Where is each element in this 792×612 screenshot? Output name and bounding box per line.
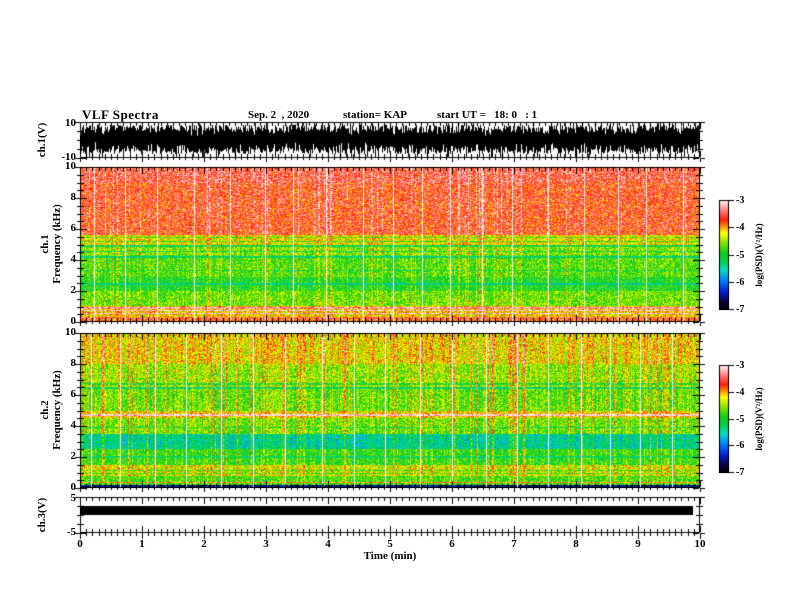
colorbar-1-label: log(PSD)(V²/Hz) — [754, 223, 764, 287]
x-tick-label: 6 — [449, 538, 455, 550]
x-tick-label: 9 — [635, 538, 641, 550]
y-tick-label: 2 — [70, 284, 77, 296]
y-tick-label: 10 — [65, 160, 76, 172]
colorbar-tick-label: -3 — [736, 195, 745, 206]
station-label: station= KAP — [343, 109, 408, 121]
colorbar-tick-label: -4 — [736, 386, 745, 398]
y-tick-label: 6 — [70, 222, 77, 234]
y-tick-label: 6 — [70, 388, 77, 400]
x-tick-label: 7 — [511, 538, 517, 550]
y-tick-label: 10 — [65, 117, 76, 129]
y-tick-label: 2 — [70, 450, 77, 462]
colorbar-tick-label: -6 — [736, 276, 745, 288]
date-label: Sep. 2 , 2020 — [248, 109, 310, 121]
x-tick-label: 3 — [263, 538, 269, 550]
y-tick-label: -5 — [66, 526, 76, 538]
colorbar-tick-label: -4 — [736, 222, 745, 234]
y-tick-label: 4 — [70, 253, 77, 265]
colorbar-tick-label: -5 — [736, 249, 745, 261]
x-tick-label: 0 — [77, 538, 83, 550]
y-tick-label: 0 — [70, 481, 77, 493]
x-tick-label: 8 — [573, 538, 579, 550]
colorbar-2-label: log(PSD)(V²/Hz) — [754, 387, 764, 451]
x-tick-label: 10 — [694, 538, 706, 550]
colorbar-tick-label: -3 — [736, 360, 745, 371]
ch1-spectrogram-axis-label: ch.1 Frequency (kHz) — [39, 164, 65, 324]
y-tick-label: 8 — [70, 357, 77, 369]
x-tick-label: 1 — [139, 538, 145, 550]
plot-title: VLF Spectra — [82, 107, 159, 122]
colorbar-1 — [719, 200, 729, 310]
y-tick-label: 8 — [70, 191, 77, 203]
ch1-waveform-canvas — [80, 122, 700, 158]
colorbar-tick-label: -7 — [736, 304, 745, 315]
ch2-frequency-axis-label: Frequency (kHz) — [51, 370, 63, 450]
x-tick-label: 2 — [201, 538, 207, 550]
colorbar-tick-label: -5 — [736, 413, 745, 425]
x-tick-label: 5 — [387, 538, 393, 550]
y-tick-label: 5 — [70, 492, 77, 504]
ch1-spectrogram-canvas — [80, 167, 700, 322]
time-axis-label: Time (min) — [363, 550, 417, 562]
ch1-frequency-axis-label: Frequency (kHz) — [51, 204, 63, 284]
y-tick-label: 4 — [70, 419, 77, 431]
y-tick-label: 10 — [65, 326, 76, 338]
colorbar-2 — [719, 365, 729, 473]
ch1-channel-label: ch.1 — [39, 234, 51, 254]
ch3-waveform-canvas — [80, 497, 700, 533]
start-ut-label: start UT = 18: 0 : 1 — [437, 109, 538, 121]
ch2-spectrogram-canvas — [80, 333, 700, 488]
colorbar-tick-label: -7 — [736, 467, 745, 478]
ch3-axis-label: ch.3(V) — [36, 497, 48, 533]
colorbar-tick-label: -6 — [736, 440, 745, 452]
x-tick-label: 4 — [325, 538, 331, 550]
